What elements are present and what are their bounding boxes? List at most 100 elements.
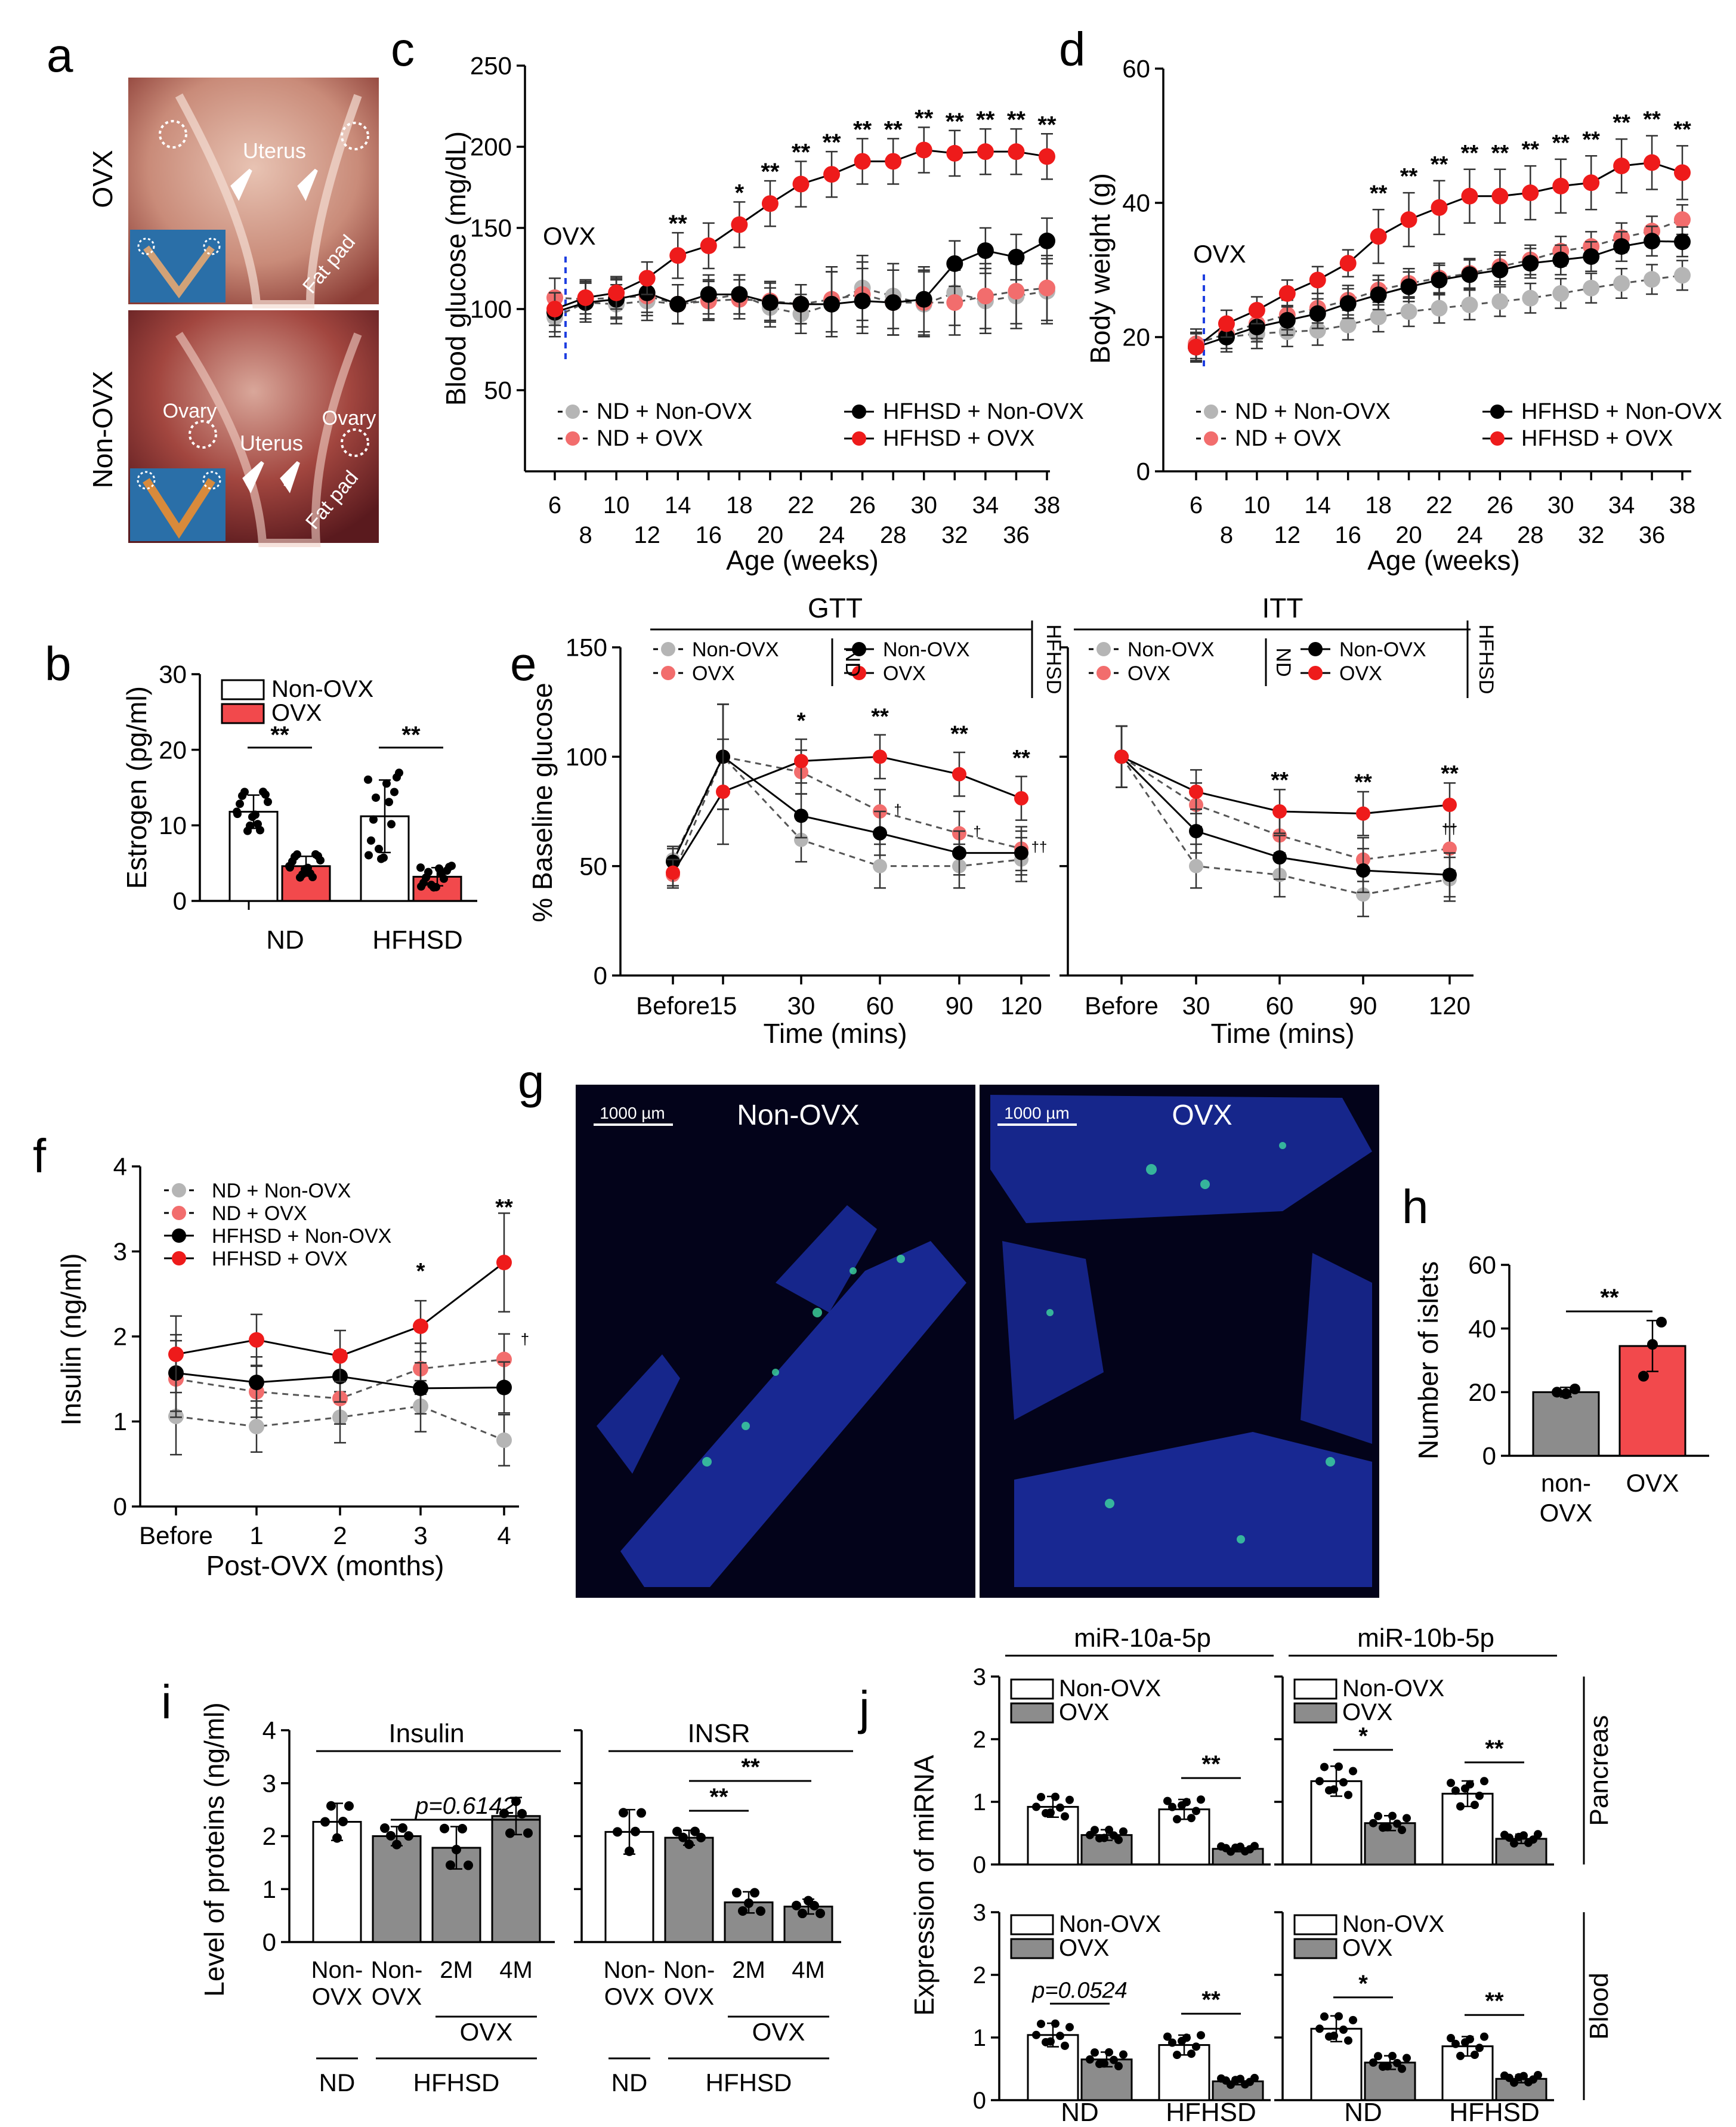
f-point-hfhsd-ovx [249, 1332, 264, 1348]
c-point-hfhsd-non-ovx [731, 286, 748, 303]
b-data-point [311, 850, 320, 859]
c-x-tick-label: 12 [634, 522, 660, 548]
c-point-hfhsd-ovx [700, 237, 717, 254]
e-itt-x-tick-label: Before [1085, 992, 1159, 1020]
panel-a: a OVX Non-OVX Uterus Fat pad Ovary Ovary… [47, 29, 379, 547]
i-data-point [380, 1823, 390, 1833]
e-itt-point-hfhsd-ovx [1114, 749, 1129, 764]
b-y-tick-label: 20 [159, 736, 187, 764]
c-x-tick-label: 16 [696, 522, 722, 548]
j-data-point [1091, 2048, 1099, 2057]
j-column-title: miR-10a-5p [1074, 1623, 1211, 1653]
e-gtt-x-tick-label: 60 [866, 992, 894, 1020]
d-point-hfhsd-ovx [1644, 154, 1661, 171]
d-point-nd-non-ovx [1674, 267, 1691, 284]
ovx-side-label: OVX [87, 150, 118, 208]
e-itt-point-nd-ovx [1442, 841, 1457, 856]
f-y-tick-label: 3 [113, 1237, 127, 1265]
e-gtt-dagger: † [973, 824, 981, 840]
j-significance: * [1358, 1971, 1368, 1997]
j-data-point [1187, 1814, 1196, 1823]
d-y-tick-label: 0 [1136, 458, 1150, 486]
i-data-point [517, 1808, 527, 1819]
e-gtt-dagger: †† [1031, 839, 1048, 855]
b-data-point [416, 863, 425, 872]
i-data-point [732, 1888, 742, 1898]
ovx-scale-label: 1000 µm [1004, 1104, 1070, 1122]
d-point-hfhsd-non-ovx [1278, 311, 1296, 329]
c-x-tick-label: 8 [579, 522, 592, 548]
d-point-hfhsd-non-ovx [1552, 251, 1570, 268]
b-y-tick-label: 30 [159, 660, 187, 689]
non-ovx-scale-label: 1000 µm [600, 1104, 665, 1122]
f-point-hfhsd-ovx [168, 1346, 184, 1362]
c-x-tick-label: 24 [818, 522, 845, 548]
j-data-point [1236, 2074, 1244, 2083]
h-y-tick-label: 40 [1468, 1314, 1496, 1342]
i-hfhsd-group-label: HFHSD [706, 2069, 792, 2097]
i-insr-significance: ** [741, 1754, 760, 1780]
c-y-tick-label: 250 [470, 52, 512, 80]
e-gtt-legend-label: Non-OVX [692, 638, 779, 661]
d-x-tick-label: 14 [1305, 492, 1332, 518]
e-itt-point-hfhsd-ovx [1272, 804, 1287, 819]
c-legend-marker-hfhsd-non-ovx [852, 405, 866, 419]
e-y-axis-label: % Baseline glucose [527, 683, 558, 922]
i-data-point [690, 1826, 700, 1836]
f-point-nd-non-ovx [496, 1432, 512, 1448]
b-data-point [375, 844, 383, 853]
b-data-point [443, 866, 451, 875]
j-data-point [1114, 2062, 1123, 2071]
d-legend-marker-nd-non-ovx [1204, 405, 1218, 419]
j-data-point [1032, 1802, 1040, 1811]
j-y-tick-label: 2 [973, 1727, 986, 1753]
e-itt-significance: ** [1354, 770, 1372, 795]
j-data-point [1110, 2055, 1118, 2064]
i-data-point [619, 1808, 628, 1818]
e-y-tick-label: 100 [566, 743, 607, 771]
ovx-uterus-label: Uterus [243, 138, 306, 163]
i-data-point [505, 1828, 515, 1838]
i-data-point [392, 1839, 401, 1850]
b-data-point [296, 873, 304, 882]
j-legend-swatch-non-ovx [1293, 1678, 1337, 1700]
d-point-hfhsd-ovx [1278, 285, 1296, 302]
d-significance: ** [1370, 181, 1388, 206]
j-legend-label: OVX [1342, 1935, 1392, 1961]
e-gtt-point-hfhsd-ovx [1014, 791, 1028, 805]
d-point-hfhsd-non-ovx [1522, 255, 1539, 272]
b-data-point [259, 788, 267, 797]
i-data-point [684, 1839, 694, 1850]
e-itt-x-tick-label: 60 [1266, 992, 1294, 1020]
c-significance: * [735, 180, 745, 206]
j-y-tick-label: 2 [973, 1962, 986, 1989]
b-data-point [385, 798, 393, 807]
c-point-hfhsd-ovx [577, 289, 594, 306]
c-point-hfhsd-non-ovx [854, 292, 871, 310]
j-data-point [1510, 1839, 1518, 1848]
c-x-tick-label: 18 [726, 492, 753, 518]
f-legend-marker-hfhsd-ovx [172, 1251, 186, 1265]
j-legend-label: OVX [1059, 1699, 1109, 1725]
e-itt-legend-label: Non-OVX [1339, 638, 1426, 661]
b-x-tick-label: HFHSD [372, 925, 463, 955]
d-legend-marker-hfhsd-non-ovx [1490, 405, 1505, 419]
j-data-point [1163, 2032, 1172, 2041]
d-x-tick-label: 8 [1220, 522, 1233, 548]
c-point-hfhsd-ovx [823, 166, 841, 183]
b-legend-label: Non-OVX [271, 676, 373, 702]
e-itt-legend-marker-hfhsd-ovx [1308, 666, 1323, 680]
h-x-tick-label: OVX [1626, 1469, 1679, 1497]
j-significance: * [1358, 1723, 1368, 1749]
f-x-tick-label: 3 [413, 1521, 427, 1549]
b-data-point [417, 882, 425, 891]
j-data-point [1051, 1792, 1059, 1801]
e-y-tick-label: 50 [579, 852, 607, 880]
i-y-tick-label: 0 [262, 1928, 276, 1956]
c-significance: ** [792, 140, 811, 166]
b-data-point [369, 815, 378, 824]
c-point-hfhsd-ovx [885, 153, 902, 170]
non-ovx-arrow-left-icon [242, 461, 264, 493]
i-data-point [792, 1900, 801, 1910]
j-data-point [1197, 2031, 1205, 2040]
